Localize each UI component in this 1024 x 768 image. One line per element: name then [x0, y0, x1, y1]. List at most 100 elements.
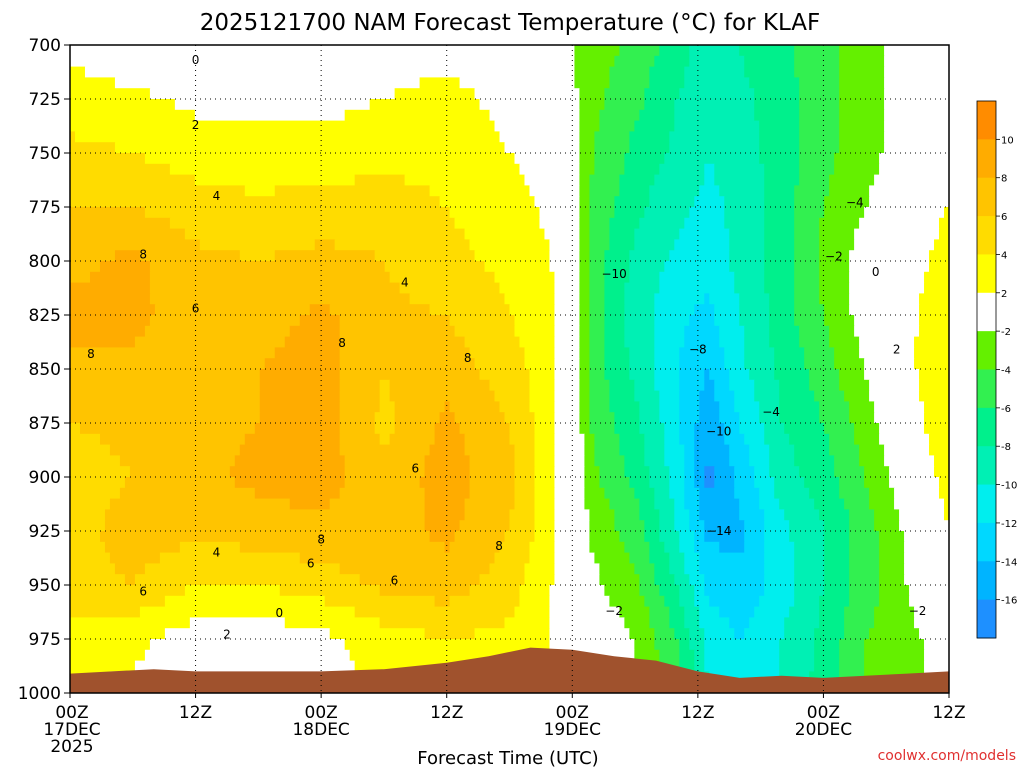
temperature-cell [764, 563, 795, 575]
temperature-cell [519, 336, 556, 348]
temperature-cell [104, 509, 426, 521]
temperature-cell [729, 444, 750, 456]
temperature-cell [879, 552, 905, 564]
temperature-cell [934, 239, 949, 251]
temperature-cell [324, 595, 436, 608]
temperature-cell [464, 433, 511, 446]
temperature-cell [339, 379, 381, 392]
temperature-cell [534, 433, 556, 446]
temperature-cell [669, 606, 685, 618]
temperature-cell [70, 649, 146, 662]
temperature-cell [194, 109, 346, 122]
temperature-cell [70, 358, 266, 370]
temperature-cell [754, 606, 790, 618]
temperature-cell [629, 347, 655, 359]
temperature-cell [634, 120, 675, 132]
temperature-cell [584, 498, 610, 510]
temperature-cell [669, 563, 685, 575]
temperature-cell [924, 649, 949, 662]
temperature-cell [839, 77, 885, 89]
temperature-cell [864, 358, 915, 370]
y-tick-label: 1000 [18, 684, 61, 704]
temperature-cell [649, 617, 670, 629]
temperature-cell [679, 541, 695, 554]
temperature-cell [494, 120, 581, 132]
temperature-cell [729, 261, 765, 273]
temperature-cell [654, 358, 680, 370]
temperature-cell [339, 487, 426, 500]
temperature-cell [769, 336, 800, 348]
temperature-cell [70, 174, 196, 186]
temperature-cell [494, 390, 531, 402]
y-tick-label: 700 [29, 36, 61, 56]
colorbar-segment [977, 254, 996, 294]
temperature-cell [884, 120, 949, 132]
temperature-cell [709, 293, 740, 305]
temperature-cell [714, 163, 765, 176]
temperature-cell [834, 347, 860, 359]
temperature-cell [454, 531, 506, 543]
temperature-cell [339, 401, 381, 413]
temperature-cell [884, 88, 949, 100]
temperature-cell [834, 455, 860, 467]
temperature-cell [70, 217, 171, 230]
temperature-cell [339, 369, 481, 381]
temperature-cell [609, 595, 645, 608]
temperature-cell [604, 282, 625, 294]
temperature-cell [789, 520, 825, 532]
temperature-cell [70, 487, 121, 500]
temperature-cell [449, 315, 516, 327]
contour-label: −4 [846, 196, 864, 210]
temperature-cell [839, 88, 885, 100]
temperature-cell [259, 390, 341, 402]
temperature-cell [229, 466, 346, 478]
temperature-cell [579, 304, 591, 316]
contour-label: 6 [139, 584, 147, 598]
temperature-cell [424, 628, 476, 640]
temperature-cell [794, 217, 820, 230]
temperature-cell [354, 606, 516, 618]
temperature-cell [824, 196, 870, 208]
colorbar-tick-label: -4 [1001, 366, 1011, 377]
credit-text[interactable]: coolwx.com/models [878, 748, 1016, 764]
temperature-cell [149, 293, 411, 305]
temperature-cell [179, 541, 241, 554]
temperature-cell [70, 369, 261, 381]
temperature-cell [454, 412, 506, 424]
temperature-cell [554, 552, 595, 564]
temperature-cell [609, 239, 635, 251]
temperature-cell [70, 282, 151, 294]
temperature-cell [524, 347, 556, 359]
temperature-cell [824, 304, 850, 316]
temperature-cell [659, 509, 675, 521]
temperature-cell [604, 325, 625, 338]
temperature-cell [669, 487, 685, 500]
x-axis-label: Forecast Time (UTC) [417, 748, 598, 768]
temperature-cell [769, 315, 795, 327]
temperature-cell [599, 120, 635, 132]
temperature-cell [444, 541, 451, 554]
contour-label: −4 [762, 405, 780, 419]
temperature-cell [70, 541, 106, 554]
temperature-cell [724, 347, 745, 359]
temperature-cell [534, 423, 556, 435]
temperature-cell [244, 433, 341, 446]
temperature-cell [704, 628, 735, 640]
temperature-cell [594, 142, 630, 154]
temperature-cell [299, 315, 341, 327]
temperature-cell [719, 541, 745, 554]
temperature-cell [70, 293, 151, 305]
temperature-cell [369, 99, 481, 111]
temperature-cell [654, 498, 675, 510]
temperature-cell [884, 66, 949, 78]
temperature-cell [70, 509, 106, 521]
temperature-cell [114, 250, 141, 262]
temperature-cell [619, 444, 645, 456]
temperature-cell [604, 347, 630, 359]
temperature-cell [70, 628, 166, 640]
temperature-cell [824, 563, 850, 575]
temperature-cell [759, 120, 800, 132]
colorbar-segment [977, 446, 996, 486]
temperature-cell [864, 477, 890, 489]
temperature-cell [534, 466, 556, 478]
